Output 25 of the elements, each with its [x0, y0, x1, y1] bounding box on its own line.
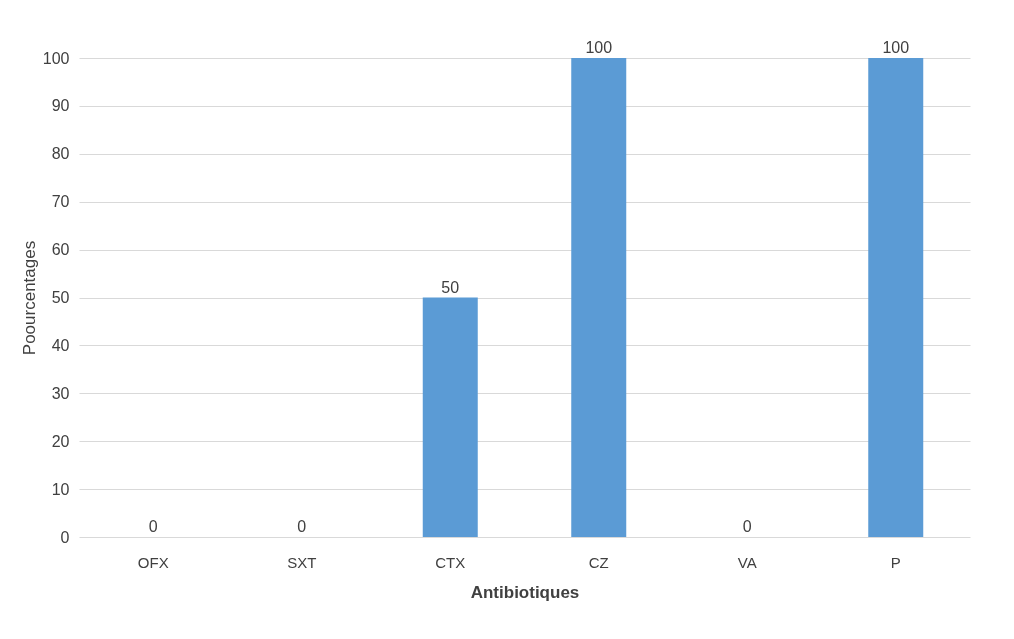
x-tick-label: SXT: [287, 553, 317, 571]
data-label: 100: [882, 39, 910, 56]
data-label: 0: [148, 518, 158, 535]
y-tick-label: 80: [51, 145, 70, 163]
data-label: 50: [441, 278, 460, 296]
x-tick-label: VA: [737, 553, 757, 571]
y-tick-label: 60: [51, 241, 70, 259]
y-tick-label: 10: [51, 480, 70, 498]
y-axis-title: Poourcentages: [19, 240, 39, 356]
y-tick-label: 30: [51, 384, 70, 402]
x-tick-label: CZ: [588, 553, 609, 571]
x-tick-label: CTX: [435, 553, 466, 571]
y-tick-label: 50: [51, 289, 70, 306]
y-tick-label: 100: [42, 49, 70, 67]
x-tick-label: OFX: [137, 553, 169, 571]
y-tick-label: 90: [51, 97, 70, 115]
y-tick-label: 70: [51, 193, 70, 211]
data-label: 100: [585, 39, 613, 56]
y-tick-label: 40: [51, 336, 70, 354]
y-tick-label: 0: [60, 528, 70, 546]
x-axis-title: Antibiotiques: [470, 582, 580, 602]
x-tick-label: P: [890, 553, 901, 571]
y-tick-label: 20: [51, 432, 70, 450]
data-label: 0: [297, 518, 307, 535]
data-label: 0: [742, 518, 752, 535]
